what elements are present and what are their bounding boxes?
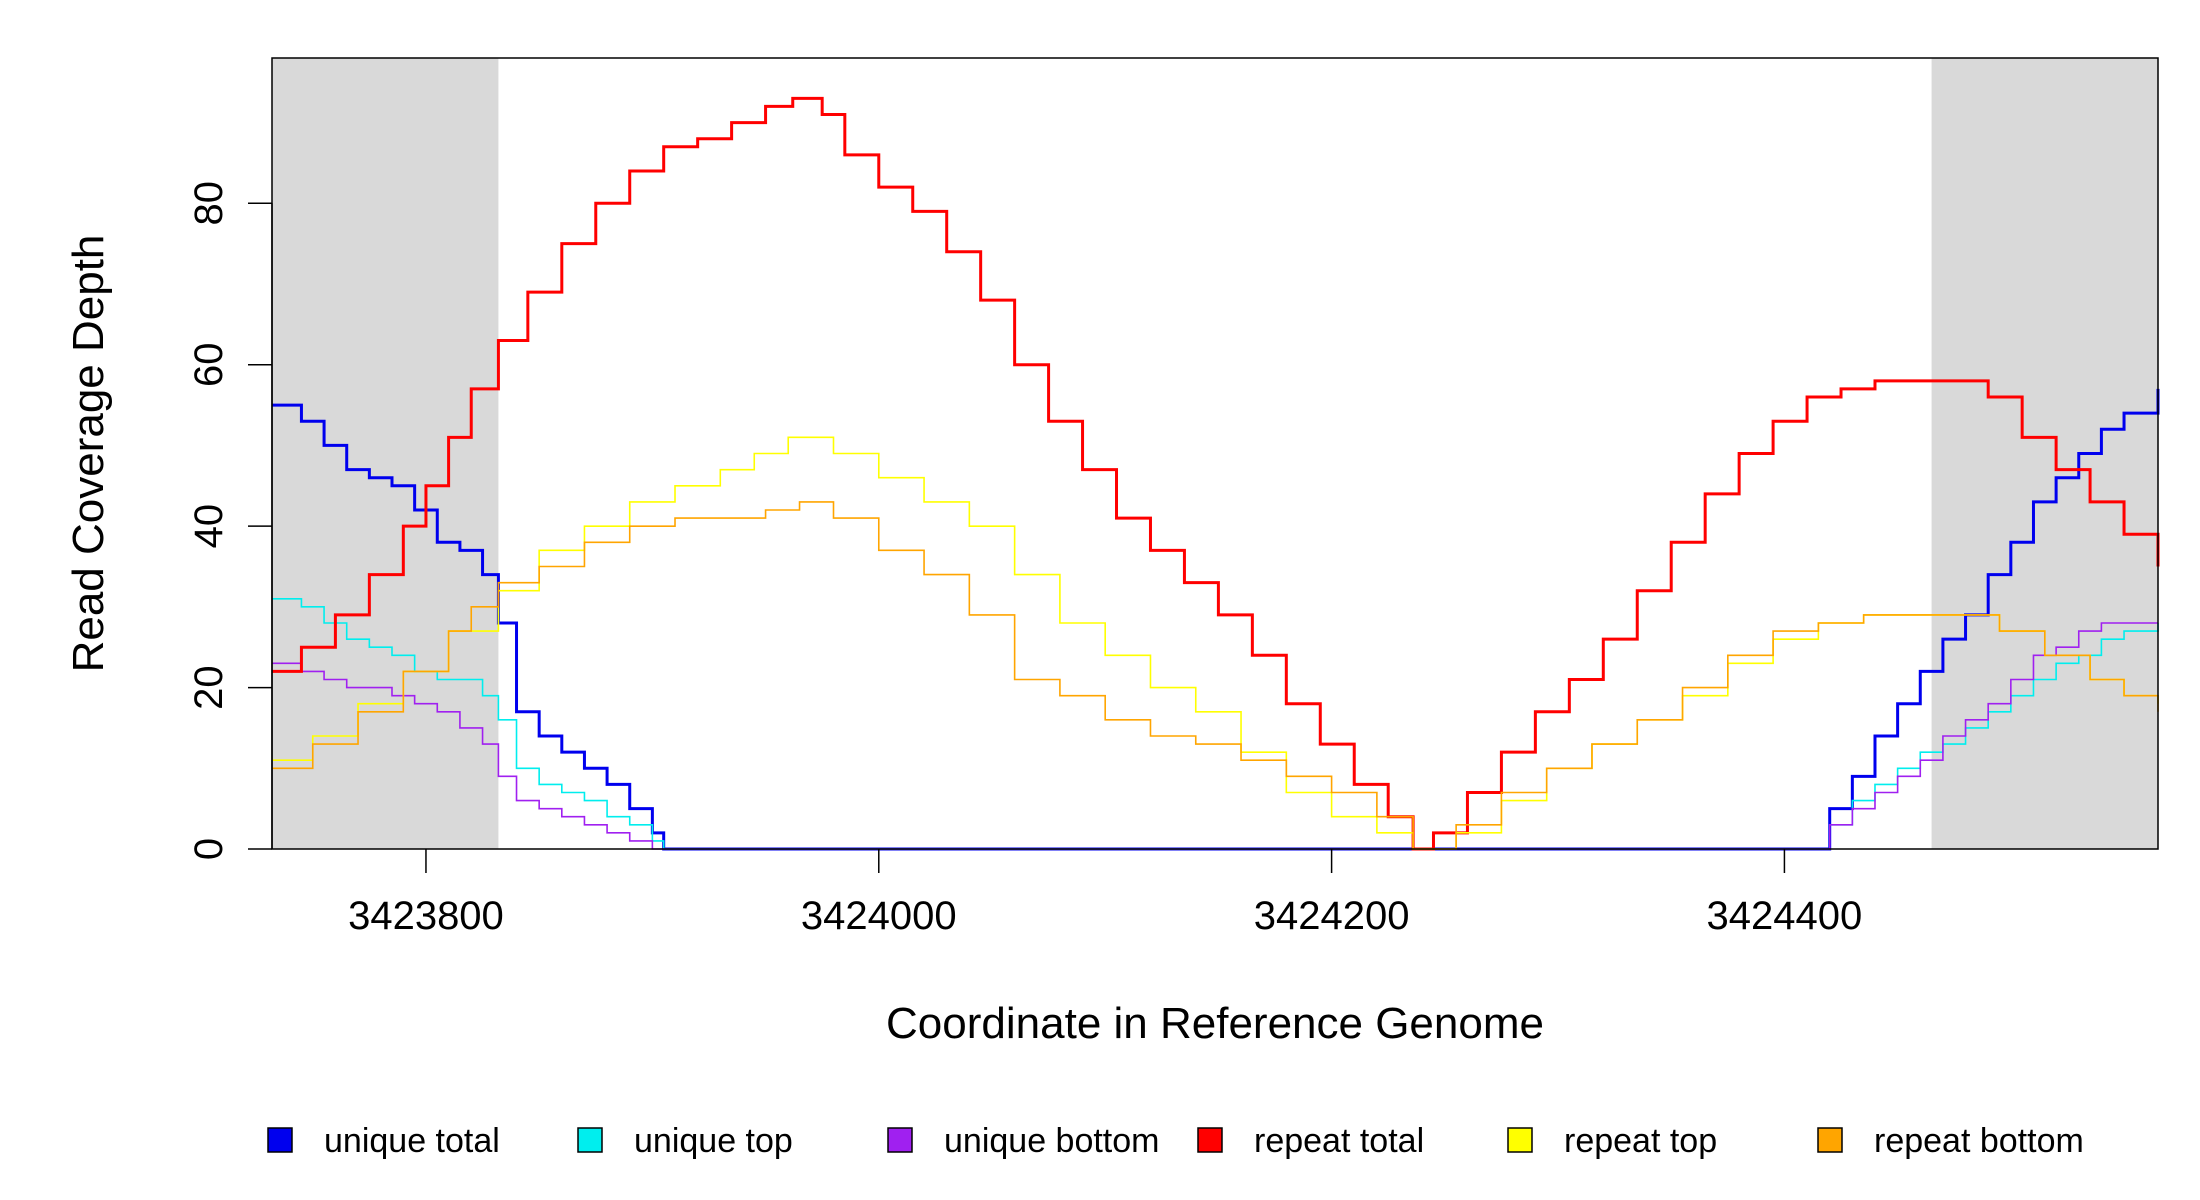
legend-item: unique total — [267, 1122, 500, 1160]
shaded-region-1 — [1931, 58, 2158, 849]
legend-item: repeat total — [1197, 1122, 1424, 1160]
legend-label: unique total — [324, 1122, 500, 1160]
y-tick-label: 40 — [187, 504, 231, 549]
y-tick-label: 20 — [187, 665, 231, 710]
y-tick-label: 0 — [187, 838, 231, 860]
legend-item: unique top — [577, 1122, 793, 1160]
x-tick-label: 3424000 — [801, 894, 957, 938]
legend-swatch — [1817, 1127, 1843, 1153]
series-line-unique-top — [272, 597, 2159, 850]
shaded-regions — [272, 58, 2158, 849]
series-line-repeat-bottom — [272, 501, 2159, 850]
y-axis-label: Read Coverage Depth — [64, 235, 113, 673]
x-tick-label: 3423800 — [348, 894, 504, 938]
legend-label: unique bottom — [944, 1122, 1160, 1160]
legend-label: repeat top — [1564, 1122, 1717, 1160]
x-tick-label: 3424400 — [1707, 894, 1863, 938]
legend-item: repeat top — [1507, 1122, 1717, 1160]
series-line-unique-total — [272, 388, 2160, 851]
x-tick-label: 3424200 — [1254, 894, 1410, 938]
legend: unique total unique top unique bottom repea… — [267, 1122, 2084, 1160]
x-axis: 3423800 3424000 3424200 3424400 — [348, 849, 1862, 938]
legend-item: unique bottom — [887, 1122, 1160, 1160]
series-lines — [272, 96, 2160, 851]
shaded-region-0 — [272, 58, 499, 849]
x-axis-label: Coordinate in Reference Genome — [886, 999, 1544, 1048]
y-tick-label: 80 — [187, 181, 231, 226]
legend-swatch — [887, 1127, 913, 1153]
legend-label: repeat bottom — [1874, 1122, 2084, 1160]
legend-swatch — [1197, 1127, 1223, 1153]
legend-label: unique top — [634, 1122, 793, 1160]
plot-frame — [271, 57, 2159, 850]
y-tick-label: 60 — [187, 342, 231, 387]
legend-item: repeat bottom — [1817, 1122, 2084, 1160]
series-line-unique-bottom — [272, 622, 2158, 850]
legend-swatch — [577, 1127, 603, 1153]
legend-swatch — [1507, 1127, 1533, 1153]
y-axis: 0 20 40 60 80 — [187, 181, 273, 860]
legend-swatch — [267, 1127, 293, 1153]
legend-label: repeat total — [1254, 1122, 1424, 1160]
series-line-repeat-total — [272, 96, 2160, 851]
